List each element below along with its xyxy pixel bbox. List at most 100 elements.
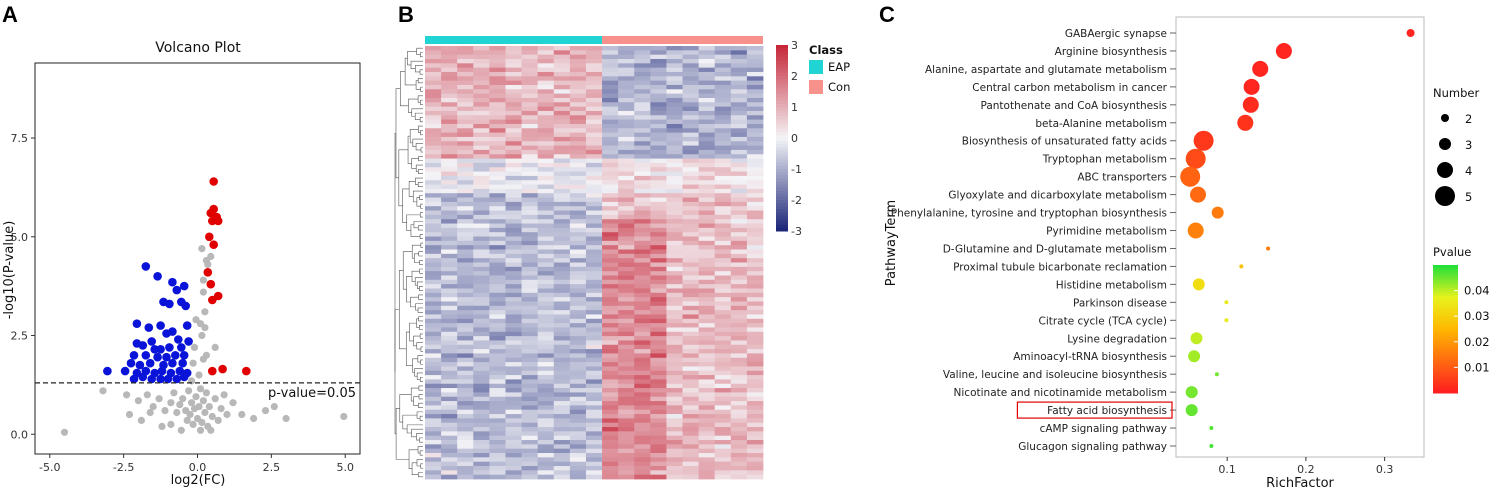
heatmap-cell	[714, 318, 732, 324]
heatmap-cell	[489, 292, 506, 298]
heatmap-cell	[521, 318, 539, 324]
enrichment-x-tick-label: 0.2	[1297, 463, 1315, 476]
heatmap-cell	[521, 236, 539, 242]
heatmap-cell	[425, 253, 442, 259]
heatmap-cell	[553, 162, 571, 168]
heatmap-cell	[666, 110, 683, 116]
heatmap-cell	[682, 171, 700, 177]
heatmap-cell	[441, 284, 458, 289]
heatmap-cell	[585, 401, 603, 406]
heatmap-cell	[682, 318, 700, 324]
heatmap-cell	[457, 54, 474, 60]
heatmap-cell	[553, 418, 571, 424]
heatmap-cell	[714, 214, 732, 220]
heatmap-cell	[634, 115, 651, 121]
heatmap-cell	[569, 297, 587, 302]
heatmap-cell	[682, 388, 700, 393]
heatmap-cell	[730, 136, 748, 142]
heatmap-cell	[602, 54, 619, 60]
heatmap-cell	[746, 89, 764, 95]
heatmap-cell	[441, 305, 458, 311]
heatmap-cell	[650, 84, 667, 90]
volcano-point-down	[179, 372, 189, 382]
heatmap-cell	[425, 201, 442, 207]
heatmap-cell	[730, 301, 748, 307]
heatmap-cell	[505, 46, 522, 51]
heatmap-cell	[618, 305, 635, 311]
heatmap-cell	[457, 201, 474, 207]
heatmap-cell	[585, 418, 603, 424]
heatmap-cell	[457, 457, 474, 463]
heatmap-cell	[746, 466, 764, 471]
heatmap-cell	[618, 206, 635, 211]
heatmap-cell	[585, 388, 603, 393]
heatmap-cell	[457, 175, 474, 181]
volcano-y-label: -log10(P-value)	[2, 221, 17, 320]
heatmap-cell	[666, 149, 683, 155]
pvalue-gradient-segment	[1433, 362, 1458, 366]
heatmap-cell	[682, 271, 700, 276]
pathway-term-label: Fatty acid biosynthesis	[1047, 405, 1167, 417]
heatmap-cell	[473, 102, 490, 108]
heatmap-cell	[650, 271, 667, 276]
heatmap-cell	[698, 201, 716, 207]
heatmap-cell	[569, 375, 587, 380]
heatmap-cell	[666, 119, 683, 125]
heatmap-cell	[537, 461, 555, 467]
heatmap-cell	[650, 314, 667, 320]
heatmap-cell	[553, 427, 571, 432]
heatmap-cell	[473, 461, 490, 467]
volcano-point-down	[165, 299, 174, 309]
heatmap-cell	[489, 466, 506, 471]
heatmap-cell	[457, 422, 474, 428]
pathway-term-label: Biosynthesis of unsaturated fatty acids	[962, 136, 1167, 148]
heatmap-cell	[553, 409, 571, 415]
heatmap-cell	[746, 275, 764, 281]
heatmap-cell	[441, 414, 458, 419]
heatmap-cell	[682, 349, 700, 354]
heatmap-cell	[425, 89, 442, 95]
heatmap-cell	[666, 401, 683, 406]
pvalue-gradient-segment	[1433, 308, 1458, 312]
heatmap-cell	[537, 318, 555, 324]
heatmap-cell	[746, 63, 764, 69]
heatmap-cell	[441, 314, 458, 320]
heatmap-cell	[425, 422, 442, 428]
class-legend-swatch	[809, 80, 823, 94]
heatmap-cell	[682, 227, 700, 233]
heatmap-cell	[473, 396, 490, 402]
heatmap-cell	[505, 167, 522, 172]
heatmap-cell	[585, 262, 603, 268]
volcano-point-ns	[195, 371, 203, 379]
heatmap-cell	[666, 63, 683, 69]
heatmap-cell	[585, 396, 603, 402]
volcano-point-ns	[167, 399, 175, 407]
heatmap-cell	[714, 262, 732, 268]
heatmap-cell	[714, 474, 732, 480]
heatmap-cell	[650, 292, 667, 298]
heatmap-cell	[505, 305, 522, 311]
volcano-point-ns	[201, 408, 209, 417]
heatmap-cell	[553, 357, 571, 363]
heatmap-cell	[618, 453, 635, 458]
heatmap-cell	[618, 310, 635, 315]
heatmap-cell	[666, 284, 683, 289]
heatmap-cell	[569, 453, 587, 458]
color-scale-tick-label: -3	[791, 225, 802, 238]
heatmap-cell	[569, 444, 587, 450]
heatmap-cell	[425, 227, 442, 233]
heatmap-cell	[698, 336, 716, 341]
heatmap-cell	[730, 375, 748, 380]
size-legend-label: 2	[1465, 112, 1472, 126]
heatmap-cell	[698, 188, 716, 194]
dendrogram-branch	[420, 242, 423, 248]
heatmap-cell	[505, 227, 522, 233]
volcano-point-down	[147, 337, 156, 346]
enrichment-point	[1243, 78, 1260, 95]
heatmap-cell	[634, 331, 651, 337]
heatmap-cell	[473, 232, 490, 237]
heatmap-cell	[521, 232, 539, 237]
heatmap-cell	[505, 457, 522, 463]
heatmap-cell	[650, 71, 667, 77]
heatmap-cell	[618, 102, 635, 108]
